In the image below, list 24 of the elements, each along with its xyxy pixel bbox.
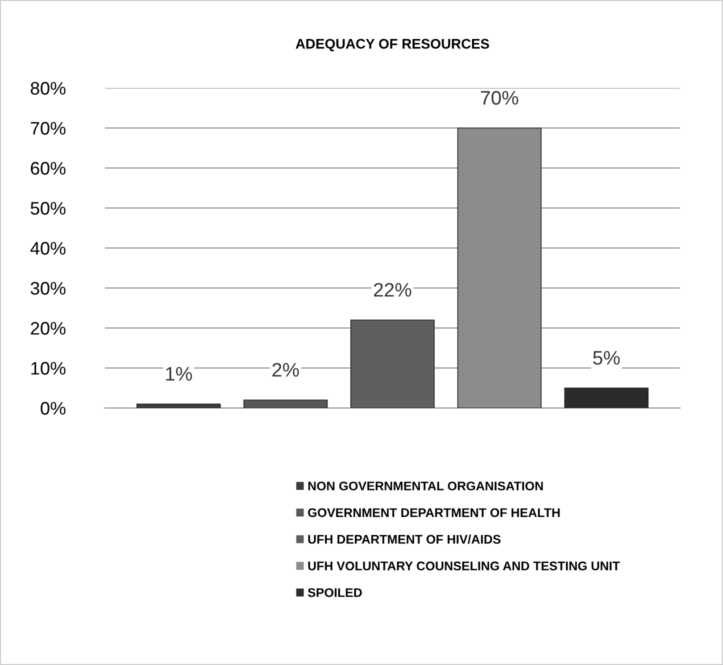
y-tick-label: 70% [30,122,66,135]
y-tick-label: 40% [30,242,66,255]
data-label: 2% [272,362,299,377]
y-tick-label: 50% [30,202,66,215]
legend-label: UFH DEPARTMENT OF HIV/AIDS [308,534,501,544]
y-tick-label: 30% [30,282,66,295]
bar [350,320,435,408]
y-tick-label: 60% [30,162,66,175]
data-label: 70% [480,90,518,105]
y-tick-label: 10% [31,362,66,375]
legend-label: SPOILED [308,588,362,598]
bar [564,388,649,408]
data-label: 5% [593,351,620,365]
legend-label: GOVERNMENT DEPARTMENT OF HEALTH [308,508,560,518]
legend-label: NON GOVERNMENTAL ORGANISATION [308,482,543,490]
data-label: 22% [374,282,412,297]
y-tick-label: 0% [40,402,66,415]
data-label: 1% [166,367,192,381]
y-tick-label: 80% [30,82,66,95]
legend-label: UFH VOLUNTARY COUNSELING AND TESTING UNIT [308,562,620,570]
y-tick-label: 20% [30,322,66,335]
bar [136,404,221,408]
chart-title: ADEQUACY OF RESOURCES [296,38,490,52]
bar [243,400,328,408]
